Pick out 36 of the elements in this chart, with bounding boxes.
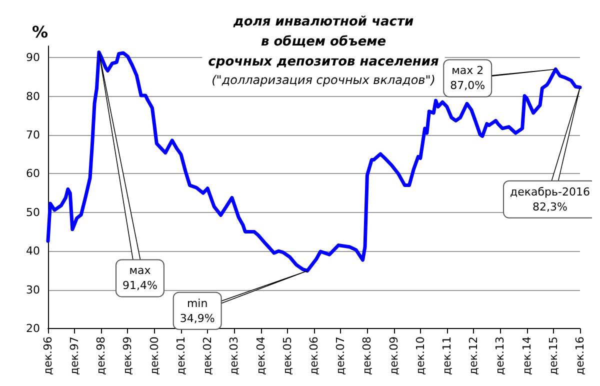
annotation: декабрь-2016 82,3% bbox=[510, 185, 590, 214]
y-tick-label: 50 bbox=[26, 206, 40, 219]
y-tick-label: 80 bbox=[26, 90, 40, 103]
x-tick-label: дек.01 bbox=[174, 336, 188, 376]
x-tick-label: дек.16 bbox=[574, 336, 586, 376]
x-tick-label: дек.15 bbox=[546, 336, 560, 376]
x-tick-label: дек.98 bbox=[94, 336, 108, 376]
annotation: мах 91,4% bbox=[122, 264, 158, 292]
x-tick-label: дек.11 bbox=[440, 336, 454, 376]
y-tick-label: 40 bbox=[26, 244, 40, 258]
x-tick-label: дек.07 bbox=[334, 336, 348, 376]
x-tick-label: дек.14 bbox=[520, 336, 534, 376]
x-tick-label: дек.05 bbox=[280, 336, 294, 376]
y-tick-label: 60 bbox=[26, 167, 40, 180]
x-tick-label: дек.97 bbox=[68, 336, 82, 376]
x-tick-label: дек.03 bbox=[228, 336, 241, 376]
x-tick-label: дек.00 bbox=[148, 336, 161, 376]
x-tick-label: дек.10 bbox=[414, 336, 427, 376]
x-tick-label: дек.08 bbox=[360, 336, 374, 376]
x-tick-label: дек.06 bbox=[307, 336, 320, 376]
annotation: min 34,9% bbox=[180, 296, 215, 325]
y-axis-title: % bbox=[32, 22, 48, 42]
y-tick-label: 90 bbox=[26, 51, 40, 64]
annotation: мах 2 87,0% bbox=[450, 64, 486, 92]
x-tick-label: дек.02 bbox=[201, 336, 214, 376]
x-tick-label: дек.12 bbox=[467, 336, 480, 376]
x-tick-label: дек.99 bbox=[121, 336, 134, 376]
x-tick-label: дек.09 bbox=[387, 336, 400, 376]
y-tick-label: 20 bbox=[26, 322, 40, 335]
y-tick-label: 70 bbox=[26, 128, 40, 142]
x-tick-label: дек.13 bbox=[494, 336, 507, 376]
y-tick-label: 30 bbox=[26, 283, 40, 296]
x-tick-label: дек.04 bbox=[254, 336, 268, 376]
chart-title: доля инвалютной части в общем объеме срочных депозитов населения bbox=[208, 14, 439, 70]
x-tick-label: дек.96 bbox=[42, 336, 54, 376]
text: ("долларизация срочных вкладов") bbox=[212, 73, 436, 87]
